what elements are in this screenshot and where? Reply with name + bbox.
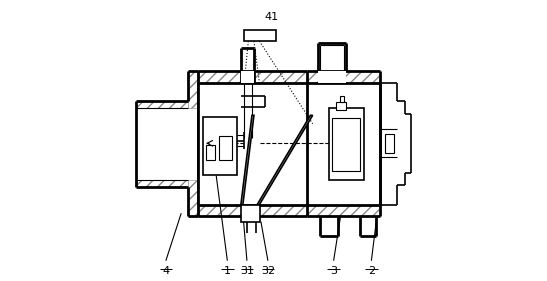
Bar <box>206 145 215 160</box>
Polygon shape <box>137 180 188 187</box>
Text: 4: 4 <box>162 266 170 276</box>
Polygon shape <box>318 71 346 83</box>
Polygon shape <box>198 205 307 216</box>
Bar <box>219 136 231 160</box>
Bar <box>329 108 364 180</box>
Polygon shape <box>307 71 380 83</box>
Polygon shape <box>241 115 254 205</box>
Bar <box>241 205 259 222</box>
Polygon shape <box>307 205 380 216</box>
Bar <box>385 133 394 153</box>
Bar <box>203 117 237 175</box>
Polygon shape <box>198 71 307 83</box>
Text: 31: 31 <box>240 266 254 276</box>
Text: 2: 2 <box>368 266 375 276</box>
Bar <box>336 102 346 110</box>
Text: 32: 32 <box>261 266 275 276</box>
Polygon shape <box>137 101 188 108</box>
Text: 3: 3 <box>330 266 337 276</box>
Polygon shape <box>257 115 313 205</box>
Bar <box>241 71 254 83</box>
Bar <box>332 118 360 171</box>
Polygon shape <box>188 180 198 216</box>
Polygon shape <box>188 71 198 108</box>
Bar <box>340 96 344 102</box>
Bar <box>244 30 276 41</box>
Text: 41: 41 <box>264 12 278 22</box>
Text: 1: 1 <box>224 266 231 276</box>
